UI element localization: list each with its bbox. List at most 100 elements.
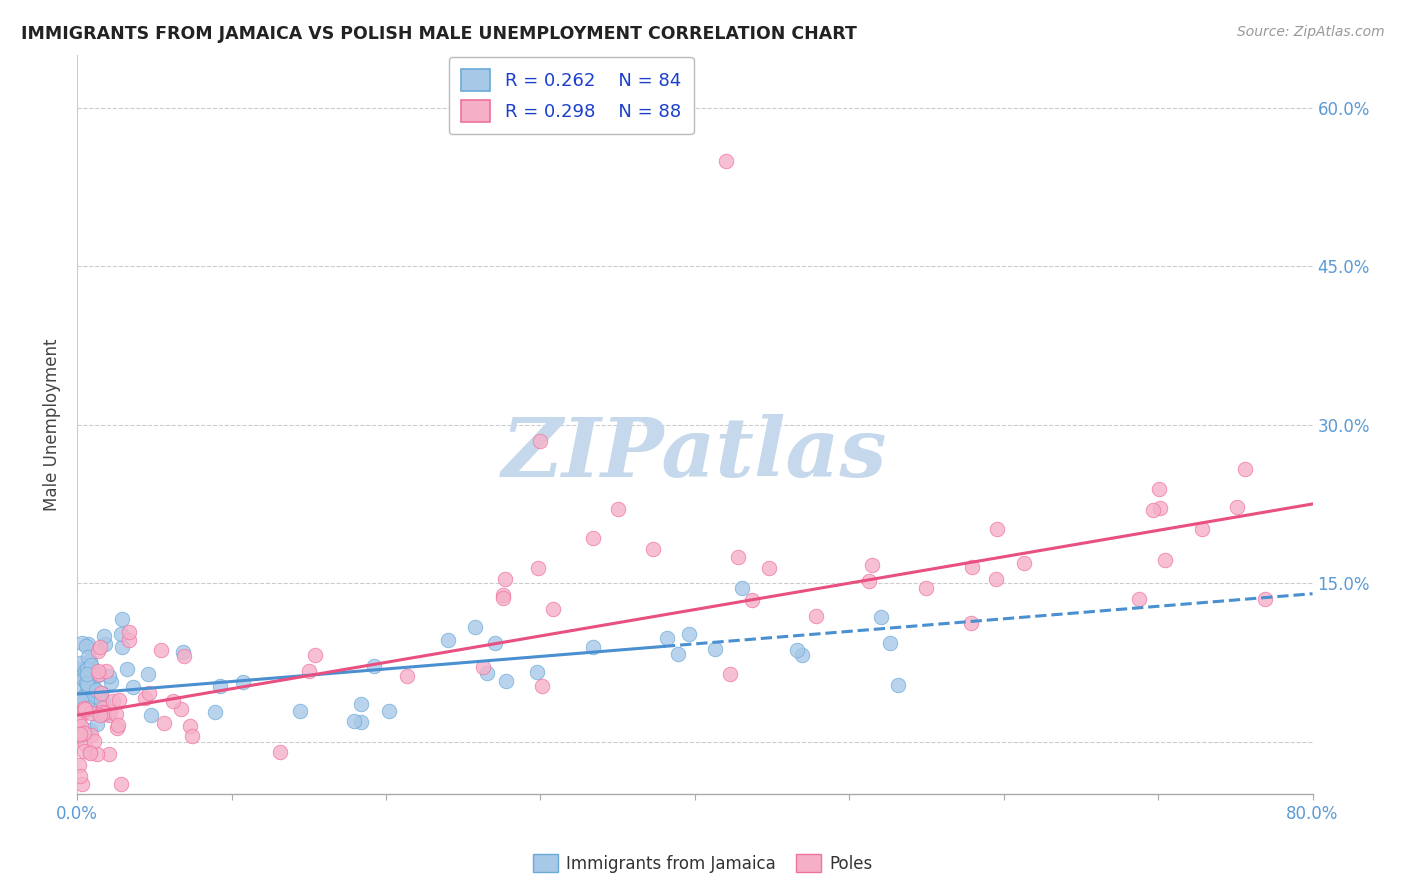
Point bbox=[76, 662, 98, 676]
Legend: Immigrants from Jamaica, Poles: Immigrants from Jamaica, Poles bbox=[526, 847, 880, 880]
Point bbox=[363, 659, 385, 673]
Point bbox=[1253, 592, 1275, 607]
Point bbox=[378, 704, 401, 718]
Point bbox=[83, 733, 105, 747]
Point bbox=[77, 661, 100, 675]
Point bbox=[73, 702, 96, 716]
Point bbox=[101, 694, 124, 708]
Point bbox=[93, 629, 115, 643]
Point bbox=[290, 705, 312, 719]
Point bbox=[1128, 592, 1150, 607]
Point bbox=[495, 673, 517, 688]
Point bbox=[89, 640, 111, 654]
Point bbox=[80, 690, 103, 705]
Point bbox=[91, 701, 114, 715]
Point bbox=[643, 542, 665, 557]
Point bbox=[350, 714, 373, 729]
Point bbox=[87, 665, 110, 679]
Point bbox=[75, 675, 97, 690]
Point bbox=[70, 701, 93, 715]
Point bbox=[70, 777, 93, 791]
Point bbox=[208, 679, 231, 693]
Point bbox=[86, 747, 108, 761]
Point bbox=[91, 694, 114, 708]
Point bbox=[879, 636, 901, 650]
Point bbox=[986, 522, 1008, 536]
Point bbox=[714, 153, 737, 168]
Point bbox=[232, 675, 254, 690]
Point bbox=[678, 627, 700, 641]
Point bbox=[94, 664, 117, 678]
Y-axis label: Male Unemployment: Male Unemployment bbox=[44, 338, 60, 511]
Point bbox=[173, 649, 195, 664]
Point bbox=[741, 592, 763, 607]
Point bbox=[153, 715, 176, 730]
Point bbox=[69, 693, 91, 707]
Point bbox=[79, 654, 101, 668]
Point bbox=[118, 625, 141, 640]
Point bbox=[298, 665, 321, 679]
Point bbox=[162, 694, 184, 708]
Point bbox=[79, 746, 101, 760]
Point bbox=[541, 602, 564, 616]
Legend: R = 0.262    N = 84, R = 0.298    N = 88: R = 0.262 N = 84, R = 0.298 N = 88 bbox=[449, 57, 693, 134]
Point bbox=[82, 689, 104, 703]
Point bbox=[86, 716, 108, 731]
Point bbox=[718, 666, 741, 681]
Point bbox=[806, 609, 828, 624]
Point bbox=[494, 572, 516, 586]
Point bbox=[1226, 500, 1249, 515]
Point bbox=[727, 550, 749, 565]
Point bbox=[110, 627, 132, 641]
Point bbox=[118, 633, 141, 648]
Point bbox=[90, 705, 112, 719]
Point bbox=[1234, 462, 1257, 476]
Point bbox=[69, 727, 91, 741]
Point bbox=[858, 574, 880, 589]
Point bbox=[792, 648, 814, 663]
Point bbox=[77, 680, 100, 694]
Point bbox=[80, 729, 103, 743]
Point bbox=[1154, 553, 1177, 567]
Point bbox=[986, 572, 1008, 586]
Point bbox=[76, 636, 98, 650]
Point bbox=[67, 758, 90, 772]
Point bbox=[70, 636, 93, 650]
Point bbox=[526, 665, 548, 680]
Point bbox=[98, 708, 121, 723]
Point bbox=[107, 718, 129, 732]
Point bbox=[110, 777, 132, 791]
Point bbox=[80, 657, 103, 672]
Text: IMMIGRANTS FROM JAMAICA VS POLISH MALE UNEMPLOYMENT CORRELATION CHART: IMMIGRANTS FROM JAMAICA VS POLISH MALE U… bbox=[21, 25, 858, 43]
Point bbox=[76, 677, 98, 691]
Point bbox=[67, 729, 90, 743]
Point bbox=[90, 685, 112, 699]
Point bbox=[98, 668, 121, 682]
Point bbox=[75, 666, 97, 681]
Point bbox=[121, 680, 143, 694]
Point bbox=[91, 705, 114, 719]
Point bbox=[655, 631, 678, 645]
Point bbox=[582, 640, 605, 655]
Point bbox=[67, 712, 90, 726]
Point bbox=[1149, 501, 1171, 516]
Point bbox=[110, 611, 132, 625]
Point bbox=[72, 690, 94, 705]
Point bbox=[111, 640, 134, 654]
Point bbox=[173, 645, 195, 659]
Point bbox=[77, 649, 100, 664]
Point bbox=[350, 697, 373, 711]
Point bbox=[90, 692, 112, 706]
Point bbox=[464, 619, 486, 633]
Point bbox=[105, 707, 128, 722]
Point bbox=[76, 700, 98, 714]
Point bbox=[79, 686, 101, 700]
Point bbox=[90, 686, 112, 700]
Point bbox=[77, 670, 100, 684]
Point bbox=[75, 687, 97, 701]
Point bbox=[860, 558, 883, 572]
Point bbox=[79, 745, 101, 759]
Point bbox=[96, 706, 118, 721]
Point bbox=[72, 673, 94, 687]
Point bbox=[527, 561, 550, 575]
